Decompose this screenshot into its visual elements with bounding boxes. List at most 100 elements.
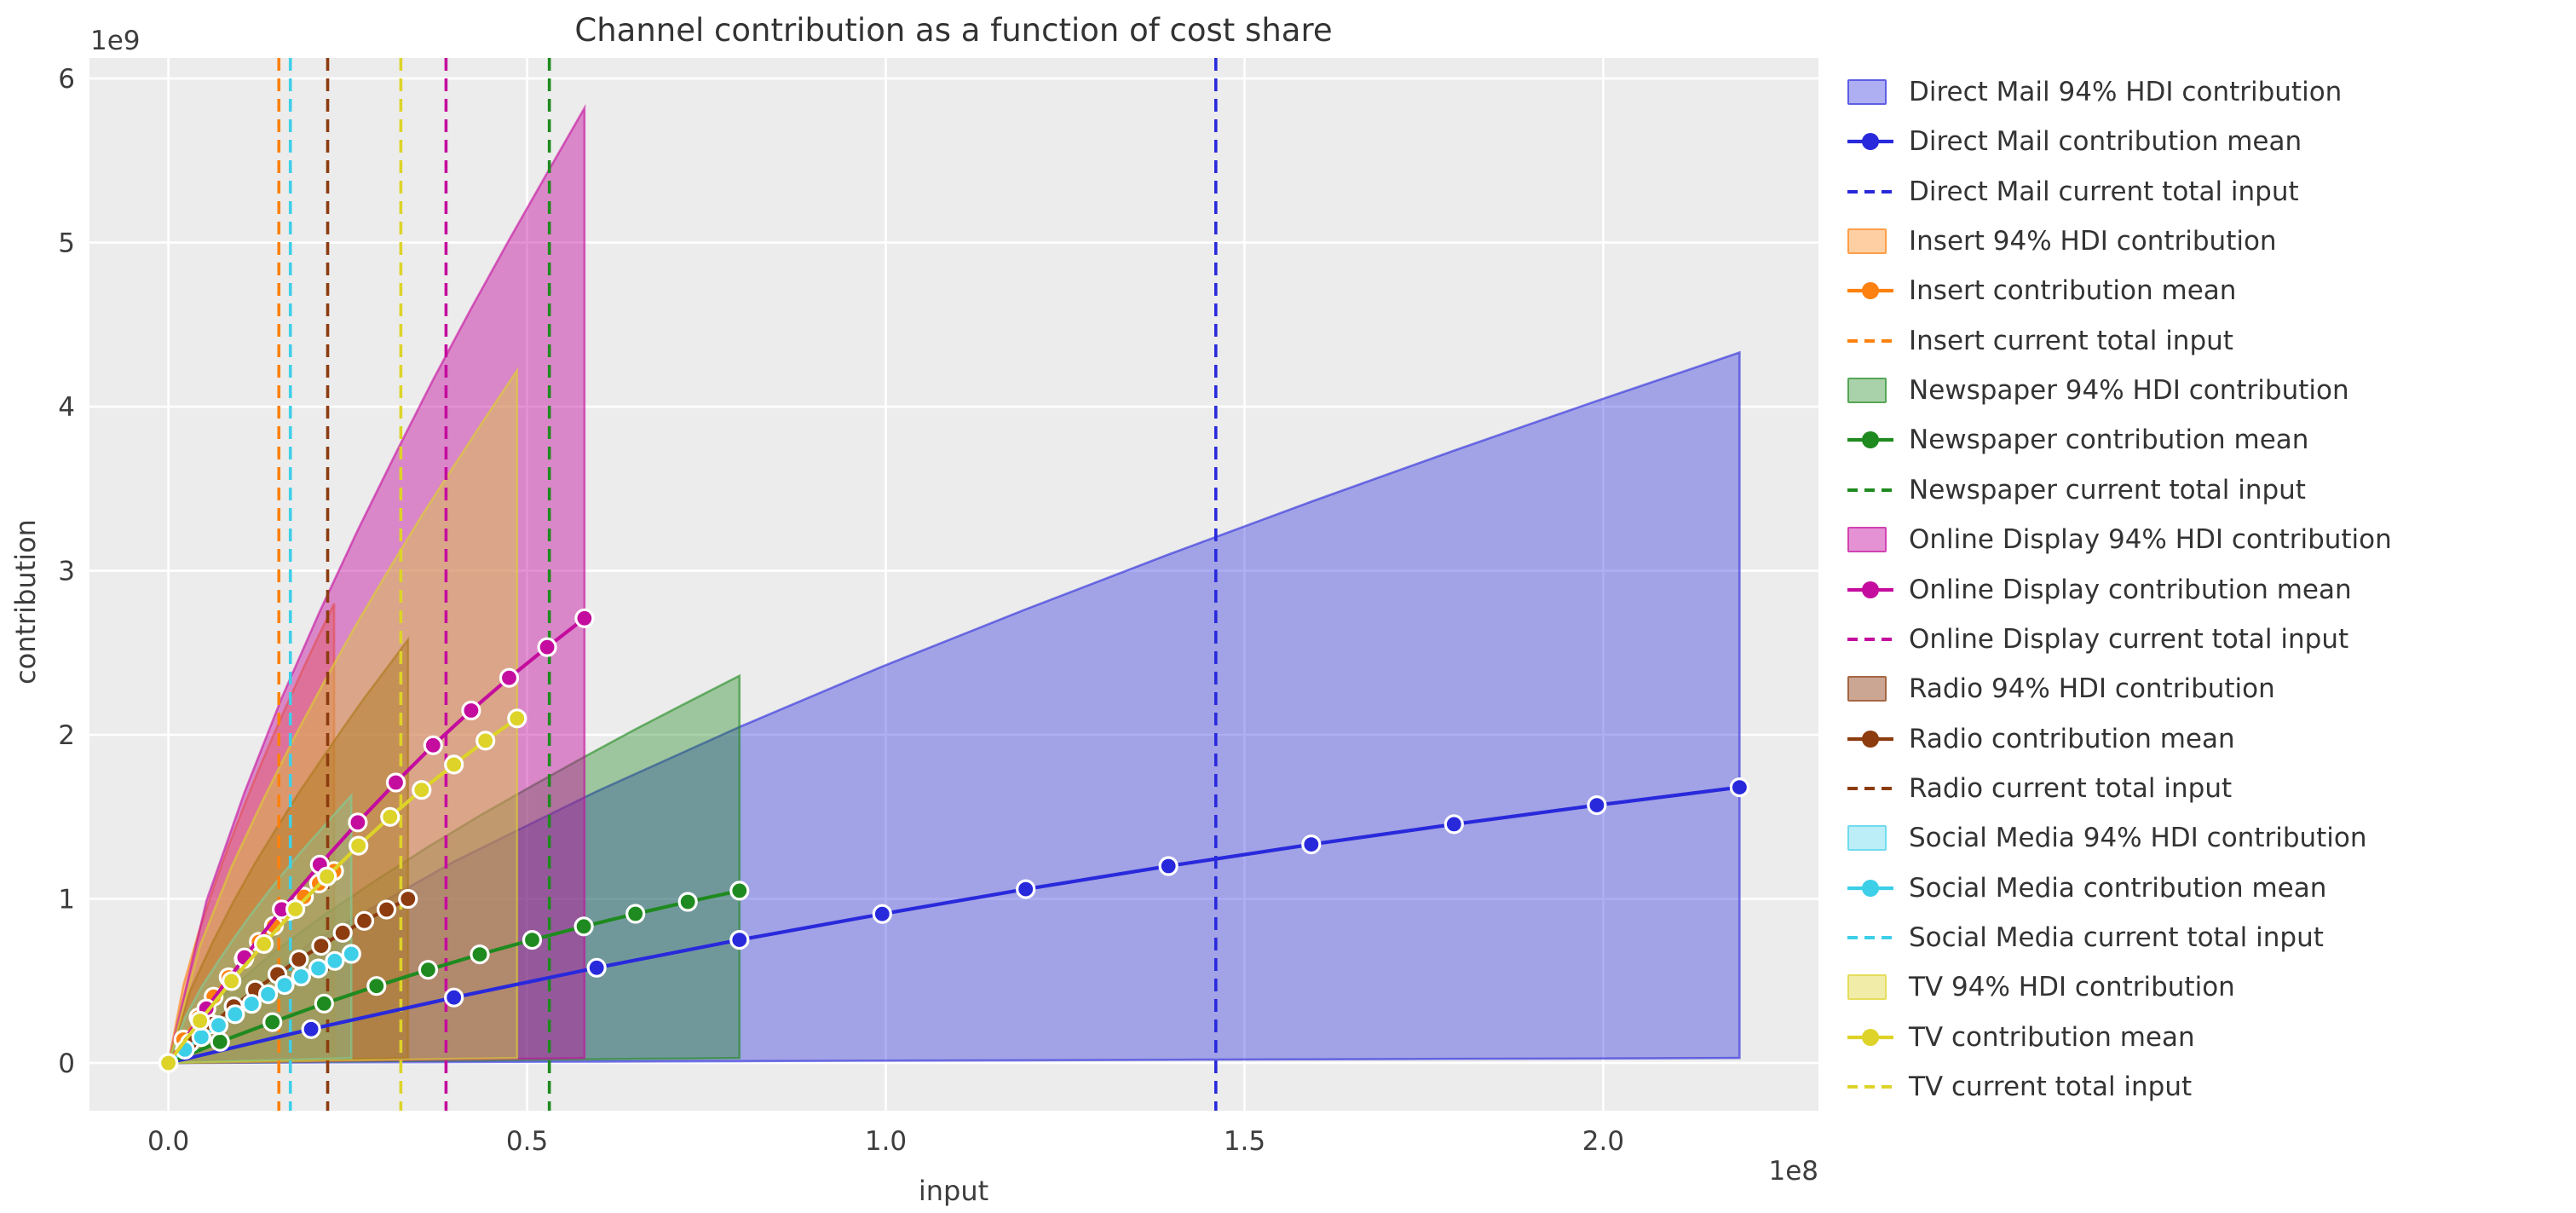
legend-patch-swatch bbox=[1847, 228, 1893, 255]
dashed-line-icon bbox=[1847, 488, 1893, 492]
legend-label: Newspaper current total input bbox=[1909, 474, 2306, 505]
legend-item-insert-line: Insert contribution mean bbox=[1847, 266, 2236, 315]
mean-point-tv bbox=[380, 806, 401, 827]
legend-item-radio-dashed: Radio current total input bbox=[1847, 764, 2232, 813]
legend-patch-swatch bbox=[1847, 676, 1893, 702]
y-tick-label: 0 bbox=[58, 1048, 75, 1079]
band-color-icon bbox=[1847, 527, 1887, 553]
mean-point-direct-mail bbox=[1729, 777, 1750, 798]
mean-point-direct-mail bbox=[1301, 834, 1322, 855]
mean-point-social-media bbox=[308, 958, 329, 979]
mean-point-tv bbox=[444, 754, 464, 775]
mean-point-online-display bbox=[574, 608, 595, 628]
dashed-line-icon bbox=[1847, 786, 1893, 790]
mean-line-direct-mail bbox=[168, 785, 1740, 1066]
mean-point-online-display bbox=[498, 667, 520, 688]
mean-point-direct-mail bbox=[1016, 879, 1036, 899]
legend-item-tv-patch: TV 94% HDI contribution bbox=[1847, 962, 2235, 1012]
legend-line-swatch bbox=[1847, 1025, 1893, 1050]
y-tick-label: 2 bbox=[58, 720, 75, 751]
mean-point-tv bbox=[254, 933, 274, 955]
dashed-line-icon bbox=[1847, 189, 1893, 194]
legend-label: Online Display contribution mean bbox=[1909, 574, 2352, 605]
legend-line-swatch bbox=[1847, 129, 1893, 154]
legend-patch-swatch bbox=[1847, 79, 1893, 105]
x-axis-label: input bbox=[918, 1175, 989, 1207]
band-color-icon bbox=[1847, 825, 1887, 852]
legend-item-insert-patch: Insert 94% HDI contribution bbox=[1847, 217, 2277, 266]
legend-label: Social Media 94% HDI contribution bbox=[1909, 823, 2367, 854]
legend-patch-swatch bbox=[1847, 378, 1893, 404]
mean-point-newspaper bbox=[314, 993, 334, 1014]
legend-item-insert-dashed: Insert current total input bbox=[1847, 316, 2233, 366]
line-marker-icon bbox=[1847, 730, 1893, 748]
mean-point-direct-mail bbox=[444, 987, 464, 1008]
mean-point-newspaper bbox=[418, 960, 438, 980]
mean-point-newspaper bbox=[262, 1012, 283, 1032]
legend-label: Social Media current total input bbox=[1909, 921, 2324, 953]
legend-item-radio-patch: Radio 94% HDI contribution bbox=[1847, 664, 2275, 713]
y-axis-offset-label: 1e9 bbox=[90, 26, 141, 56]
legend-label: Online Display current total input bbox=[1909, 623, 2349, 655]
mean-point-direct-mail bbox=[301, 1019, 321, 1039]
mean-point-radio bbox=[398, 888, 418, 910]
mean-point-online-display bbox=[537, 637, 557, 657]
line-marker-icon bbox=[1847, 581, 1893, 598]
legend-line-swatch bbox=[1847, 278, 1893, 303]
mean-point-direct-mail bbox=[1587, 794, 1607, 816]
legend-label: Insert 94% HDI contribution bbox=[1909, 226, 2277, 257]
y-tick-label: 3 bbox=[58, 557, 75, 587]
dashed-line-icon bbox=[1847, 1085, 1893, 1089]
legend-label: Insert contribution mean bbox=[1909, 275, 2237, 307]
mean-point-tv bbox=[507, 708, 527, 729]
line-marker-icon bbox=[1847, 133, 1893, 151]
mean-point-newspaper bbox=[366, 976, 387, 996]
mean-point-radio bbox=[289, 949, 309, 970]
mean-point-newspaper bbox=[729, 881, 750, 901]
legend-line-swatch bbox=[1847, 875, 1893, 901]
mean-point-tv bbox=[190, 1010, 210, 1031]
mean-point-tv bbox=[475, 731, 496, 751]
mean-point-radio bbox=[332, 922, 353, 943]
line-marker-icon bbox=[1847, 282, 1893, 300]
legend-item-newspaper-line: Newspaper contribution mean bbox=[1847, 415, 2308, 465]
dashed-line-icon bbox=[1847, 637, 1893, 641]
legend-label: TV 94% HDI contribution bbox=[1909, 972, 2235, 1003]
plot-background bbox=[89, 58, 1818, 1111]
legend-patch-swatch bbox=[1847, 527, 1893, 553]
y-tick-label: 4 bbox=[58, 392, 75, 423]
legend-dashed-swatch bbox=[1847, 179, 1893, 205]
dashed-line-icon bbox=[1847, 338, 1893, 343]
mean-point-newspaper bbox=[470, 944, 490, 965]
legend-item-direct-mail-patch: Direct Mail 94% HDI contribution bbox=[1847, 67, 2342, 117]
legend-label: Radio contribution mean bbox=[1909, 723, 2235, 754]
mean-point-newspaper bbox=[210, 1031, 230, 1052]
mean-point-tv bbox=[412, 780, 432, 800]
mean-point-online-display bbox=[385, 772, 406, 793]
legend-label: Newspaper 94% HDI contribution bbox=[1909, 375, 2349, 407]
mean-point-tv bbox=[317, 866, 337, 887]
x-tick-label: 0.0 bbox=[147, 1126, 189, 1157]
band-color-icon bbox=[1847, 79, 1887, 105]
mean-point-online-display bbox=[461, 700, 481, 721]
legend-item-tv-line: TV contribution mean bbox=[1847, 1013, 2195, 1062]
mean-point-newspaper bbox=[573, 916, 594, 937]
legend-item-direct-mail-line: Direct Mail contribution mean bbox=[1847, 117, 2302, 166]
line-marker-icon bbox=[1847, 879, 1893, 897]
mean-point-tv bbox=[158, 1053, 179, 1073]
legend-label: Direct Mail current total input bbox=[1909, 176, 2299, 207]
legend-label: Radio current total input bbox=[1909, 772, 2233, 804]
legend-dashed-swatch bbox=[1847, 328, 1893, 354]
line-marker-icon bbox=[1847, 431, 1893, 449]
mean-point-social-media bbox=[274, 974, 295, 996]
mean-point-direct-mail bbox=[1444, 814, 1464, 835]
hdi-band-direct-mail bbox=[165, 350, 1741, 1065]
legend-dashed-swatch bbox=[1847, 627, 1893, 652]
mean-point-tv bbox=[222, 971, 242, 991]
mean-point-social-media bbox=[225, 1004, 245, 1025]
legend-item-online-display-line: Online Display contribution mean bbox=[1847, 565, 2352, 615]
line-marker-icon bbox=[1847, 1028, 1893, 1046]
legend-item-radio-line: Radio contribution mean bbox=[1847, 714, 2235, 764]
